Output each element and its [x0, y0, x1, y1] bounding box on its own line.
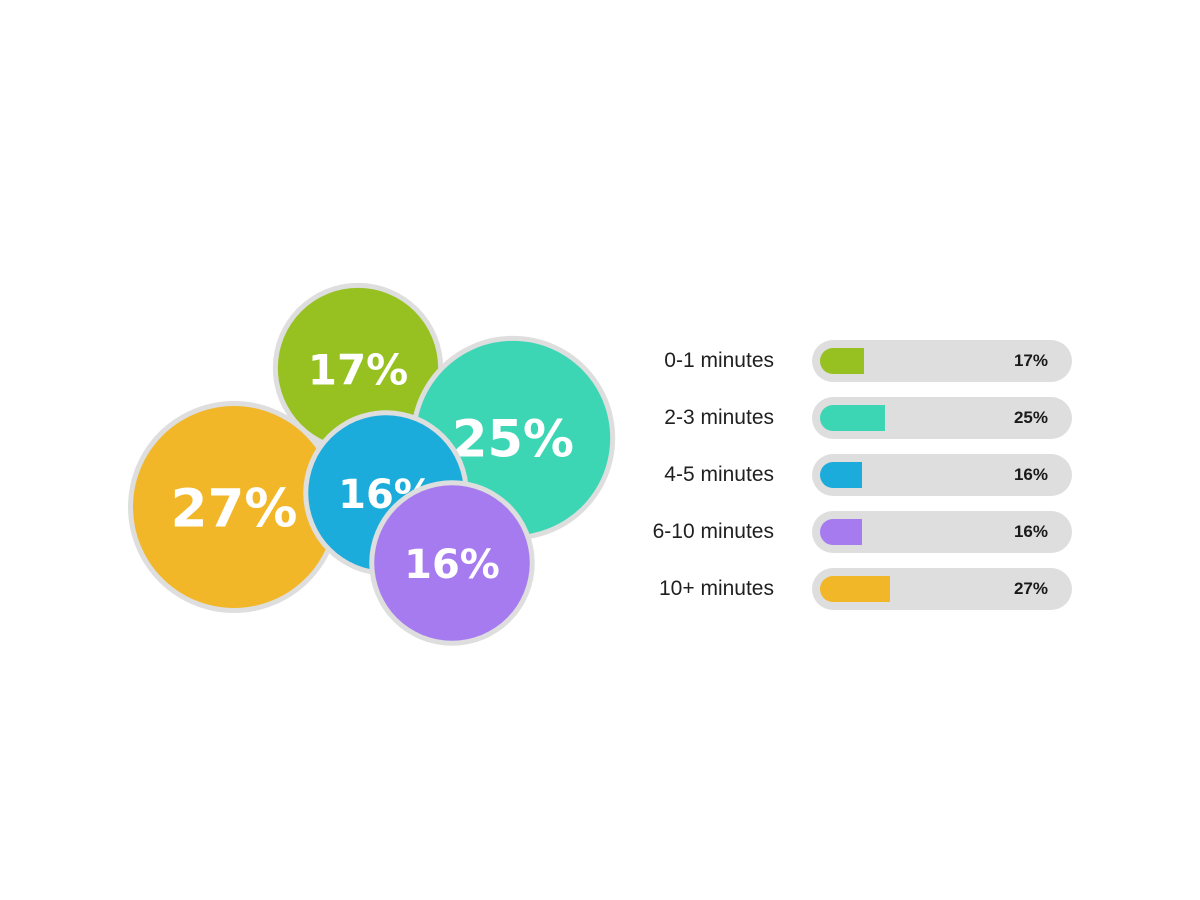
bar-fill-2-3-minutes — [820, 405, 885, 431]
bubble-10-plus-minutes — [133, 406, 335, 608]
legend-label-0-1-minutes: 0-1 minutes — [664, 349, 774, 372]
bar-value-10-plus-minutes: 27% — [1013, 579, 1048, 598]
bar-track-2-3-minutes: 25% — [812, 397, 1072, 439]
bubble-label-2-3-minutes: 25% — [452, 411, 574, 470]
bar-value-4-5-minutes: 16% — [1013, 465, 1048, 484]
bar-fill-0-1-minutes — [820, 348, 865, 374]
legend-label-6-10-minutes: 6-10 minutes — [652, 520, 774, 543]
bubble-label-6-10-minutes: 16% — [404, 542, 500, 588]
bar-value-0-1-minutes: 17% — [1013, 351, 1048, 370]
legend-label-2-3-minutes: 2-3 minutes — [664, 406, 774, 429]
legend-row-2-3-minutes: 2-3 minutes 25% — [620, 397, 1090, 439]
bar-value-6-10-minutes: 16% — [1013, 522, 1048, 541]
bar-fill-10-plus-minutes — [820, 576, 891, 602]
bubble-0-1-minutes — [277, 287, 439, 449]
legend-label-10-plus-minutes: 10+ minutes — [659, 577, 774, 600]
legend-row-0-1-minutes: 0-1 minutes 17% — [620, 340, 1090, 382]
bar-value-2-3-minutes: 25% — [1013, 408, 1048, 427]
bar-track-10-plus-minutes: 27% — [812, 568, 1072, 610]
bar-fill-6-10-minutes — [820, 519, 862, 545]
bubble-label-0-1-minutes: 17% — [308, 346, 409, 395]
bar-track-4-5-minutes: 16% — [812, 454, 1072, 496]
bubble-label-10-plus-minutes: 27% — [171, 479, 298, 540]
bubble-6-10-minutes — [374, 485, 530, 641]
bar-track-6-10-minutes: 16% — [812, 511, 1072, 553]
legend-row-10-plus-minutes: 10+ minutes 27% — [620, 568, 1090, 610]
legend-row-4-5-minutes: 4-5 minutes 16% — [620, 454, 1090, 496]
bubble-chart: 27%17%25%16%16% — [128, 282, 616, 646]
legend-row-6-10-minutes: 6-10 minutes 16% — [620, 511, 1090, 553]
bar-track-0-1-minutes: 17% — [812, 340, 1072, 382]
legend-label-4-5-minutes: 4-5 minutes — [664, 463, 774, 486]
bar-fill-4-5-minutes — [820, 462, 862, 488]
